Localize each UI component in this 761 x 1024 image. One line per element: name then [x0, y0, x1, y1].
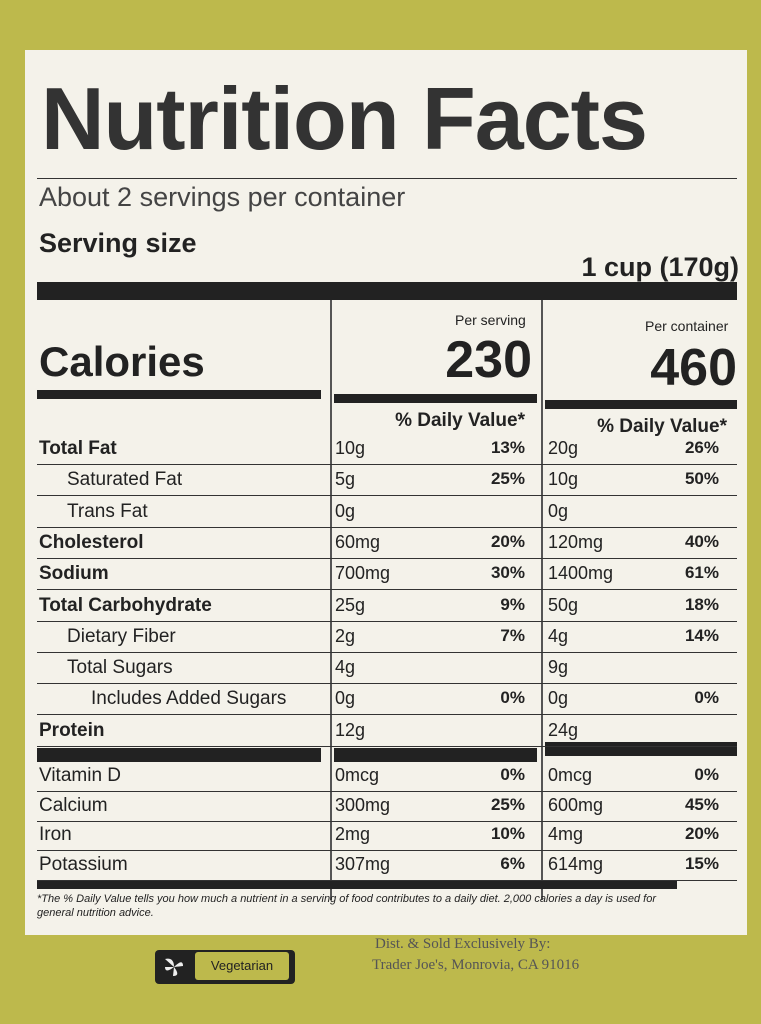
daily-value: 10% [490, 824, 525, 843]
row-rule [37, 495, 737, 497]
amount: 0mcg [335, 765, 380, 785]
nutrient-name: Potassium [39, 853, 128, 875]
amount: 0g [548, 500, 569, 521]
nutrient-name: Total Carbohydrate [39, 594, 212, 616]
nutrient-name: Saturated Fat [67, 469, 183, 491]
nutrient-name: Dietary Fiber [67, 625, 176, 647]
amount: 60mg [335, 531, 381, 552]
row-rule [37, 850, 737, 851]
amount: 25g [335, 594, 366, 615]
amount: 9g [548, 657, 569, 678]
badge: Vegetarian [155, 950, 295, 984]
daily-value: 7% [500, 625, 525, 645]
footnote: *The % Daily Value tells you how much a … [37, 893, 656, 919]
nutrient-name: Cholesterol [39, 531, 144, 553]
daily-value: 45% [684, 794, 719, 814]
servings: About 2 servings per container [39, 182, 406, 212]
daily-value: 14% [684, 625, 719, 645]
distributor: Trader Joe's, Monrovia, CA 91016 [372, 957, 580, 973]
nutrient-name: Vitamin D [39, 765, 122, 786]
nutrient-name: Iron [39, 824, 72, 845]
column-header: Per serving [455, 312, 526, 328]
nutrient-name: Sodium [39, 563, 109, 585]
daily-value: 0% [694, 765, 719, 784]
amount: 4g [335, 657, 356, 678]
nutrient-name: Total Fat [39, 438, 117, 459]
amount: 4g [548, 625, 569, 646]
serving-size-label: Serving size [39, 228, 197, 258]
serving-size: 1 cup (170g) [581, 252, 739, 282]
daily-value: 6% [500, 853, 525, 873]
amount: 1400mg [548, 563, 614, 584]
nutrient-name: Includes Added Sugars [91, 688, 287, 710]
daily-value: 9% [500, 594, 525, 614]
daily-value: 20% [490, 531, 525, 551]
daily-value: 25% [490, 794, 525, 814]
amount: 50g [548, 594, 579, 615]
nutrient-name: Total Sugars [67, 657, 173, 679]
badge-text: Vegetarian [195, 952, 289, 980]
row-rule [37, 526, 737, 528]
row-rule [37, 683, 737, 685]
nutrient-name: Trans Fat [67, 500, 148, 522]
amount: 2g [335, 625, 356, 646]
amount: 307mg [335, 853, 391, 874]
amount: 12g [335, 719, 366, 740]
daily-value: 18% [684, 594, 719, 614]
amount: 120mg [548, 531, 604, 552]
amount: 300mg [335, 794, 391, 815]
amount: 614mg [548, 853, 604, 874]
daily-value: 13% [490, 438, 525, 457]
row-rule [37, 557, 737, 559]
daily-value: 50% [684, 469, 719, 489]
dv-header: % Daily Value* [597, 416, 727, 437]
daily-value: 0% [694, 688, 719, 708]
row-rule [37, 589, 737, 591]
daily-value: 40% [684, 531, 719, 551]
amount: 10g [548, 469, 579, 490]
row-rule [37, 714, 737, 716]
amount: 0g [335, 500, 356, 521]
nutrition-label: Nutrition Facts About 2 servings per con… [25, 50, 747, 935]
title: Nutrition Facts [41, 69, 648, 168]
amount: 24g [548, 719, 579, 740]
dv-header: % Daily Value* [395, 410, 525, 431]
amount: 10g [335, 438, 366, 458]
amount: 2mg [335, 824, 371, 844]
distributor: Dist. & Sold Exclusively By: [375, 936, 551, 952]
row-rule [37, 464, 737, 465]
row-rule [37, 791, 737, 792]
amount: 700mg [335, 563, 391, 584]
daily-value: 26% [684, 438, 719, 457]
amount: 0g [335, 688, 356, 709]
row-rule [37, 620, 737, 622]
amount: 0g [548, 688, 569, 709]
daily-value: 0% [500, 688, 525, 708]
daily-value: 30% [490, 563, 525, 583]
calories-value: 460 [650, 339, 737, 397]
calories-value: 230 [445, 331, 532, 389]
row-rule [37, 651, 737, 653]
column-header: Per container [645, 318, 729, 334]
badge-icon [165, 958, 183, 976]
amount: 4mg [548, 824, 584, 844]
amount: 0mcg [548, 765, 593, 785]
nutrient-name: Protein [39, 719, 105, 741]
amount: 600mg [548, 794, 604, 815]
row-rule [37, 820, 737, 822]
daily-value: 20% [684, 824, 719, 843]
row-rule [37, 745, 737, 747]
row-rule [37, 879, 737, 881]
amount: 5g [335, 469, 356, 490]
calories-label: Calories [39, 338, 205, 385]
daily-value: 25% [490, 469, 525, 489]
daily-value: 61% [684, 563, 719, 583]
nutrient-name: Calcium [39, 794, 108, 816]
daily-value: 15% [684, 853, 719, 873]
amount: 20g [548, 438, 579, 458]
daily-value: 0% [500, 765, 525, 784]
